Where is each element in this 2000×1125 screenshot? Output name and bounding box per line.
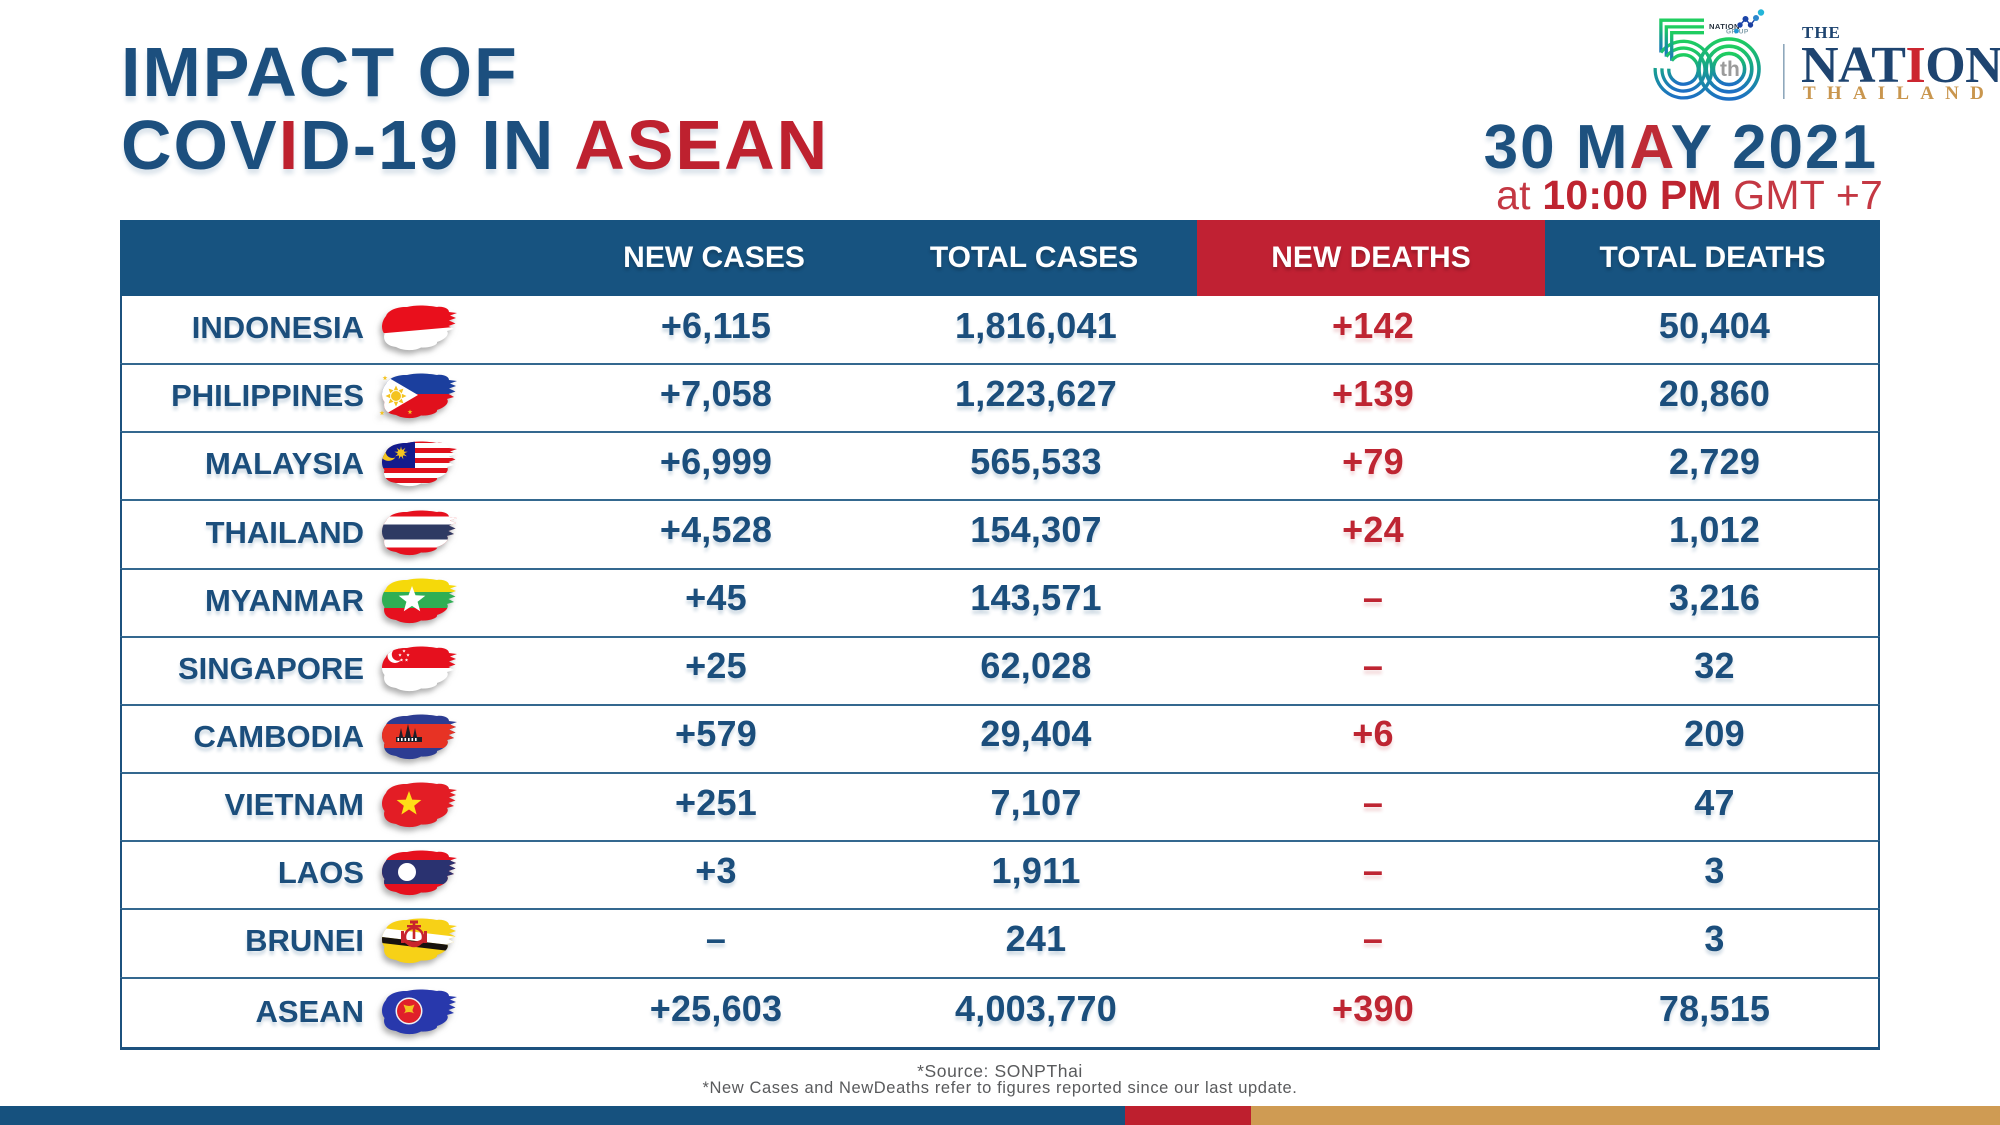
svg-text:THAILAND: THAILAND — [1803, 83, 1995, 104]
svg-text:THE: THE — [1802, 23, 1841, 42]
svg-text:NATION: NATION — [1801, 37, 2000, 94]
svg-text:th: th — [1720, 58, 1740, 81]
svg-text:NATION: NATION — [1709, 22, 1740, 31]
